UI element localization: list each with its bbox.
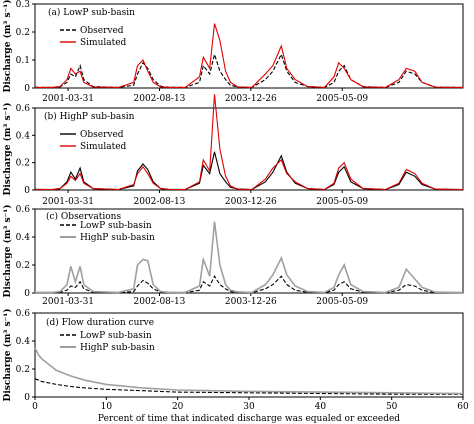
panel-title: (d) Flow duration curve	[46, 317, 154, 328]
y-tick-label: 0.2	[16, 159, 30, 169]
legend-label: Observed	[80, 130, 124, 140]
plot-frame	[34, 3, 464, 89]
y-axis-label: Discharge (m³ s⁻¹)	[2, 0, 13, 92]
x-tick-label: 2005-05-09	[316, 297, 368, 307]
series-line-0	[34, 52, 464, 88]
x-tick-label: 50	[386, 402, 398, 412]
panel-2: 0 0.2 0.4 0.6 2001-03-31 2002-08-13 2003-12-26…	[2, 205, 464, 307]
x-tick-label: 2002-08-13	[134, 297, 186, 307]
series-line-0	[34, 378, 463, 395]
y-tick-label: 0.4	[16, 131, 31, 141]
y-axis-label: Discharge (m³ s⁻¹)	[2, 103, 13, 196]
y-tick-label: 0.2	[16, 365, 30, 375]
legend-label: LowP sub-basin	[80, 221, 152, 231]
y-tick-label: 0.2	[16, 261, 30, 271]
legend-label: Observed	[80, 26, 124, 36]
y-tick-label: 0	[24, 186, 30, 196]
x-tick-label: 20	[172, 402, 184, 412]
plot-frame	[34, 107, 464, 191]
x-tick-label: 2003-12-26	[225, 94, 277, 104]
y-tick-label: 0.4	[16, 233, 31, 243]
legend-label: HighP sub-basin	[80, 343, 155, 353]
y-tick-label: 0	[24, 84, 30, 94]
series-line-0	[34, 151, 464, 191]
y-tick-label: 0.1	[16, 56, 30, 66]
x-tick-label: 60	[457, 402, 469, 412]
x-tick-label: 2005-05-09	[316, 94, 368, 104]
y-tick-label: 0.6	[16, 205, 31, 215]
series-line-1	[35, 94, 464, 191]
x-tick-label: 2001-03-31	[42, 94, 94, 104]
x-tick-label: 2001-03-31	[42, 297, 94, 307]
y-tick-label: 0.6	[16, 104, 31, 114]
x-tick-label: 2001-03-31	[42, 197, 94, 207]
panel-title: (a) LowP sub-basin	[48, 7, 135, 18]
panel-title: (b) HighP sub-basin	[44, 111, 135, 122]
y-tick-label: 0	[24, 289, 30, 299]
legend-label: HighP sub-basin	[80, 233, 155, 243]
panel-1: 0 0.2 0.4 0.6 2001-03-31 2002-08-13 2003-12-26…	[2, 94, 464, 207]
x-tick-label: 40	[315, 402, 327, 412]
x-tick-label: 2003-12-26	[225, 297, 277, 307]
y-tick-label: 0.4	[16, 337, 31, 347]
series-line-1	[34, 221, 464, 294]
x-tick-label: 2002-08-13	[134, 197, 186, 207]
x-tick-label: 10	[101, 402, 113, 412]
y-tick-label: 0.2	[16, 28, 30, 38]
panel-3: 0 0.2 0.4 0.6 0 10 20 30 40 50 60 (d) Flow duration…	[2, 309, 469, 424]
panel-title: (c) Observations	[46, 211, 121, 222]
x-tick-label: 2003-12-26	[225, 197, 277, 207]
x-tick-label: 0	[32, 402, 38, 412]
series-line-1	[34, 347, 464, 395]
series-line-1	[35, 23, 464, 88]
x-tick-label: 2002-08-13	[134, 94, 186, 104]
y-axis-label: Discharge (m³ s⁻¹)	[2, 205, 13, 298]
x-axis-label: Percent of time that indicated discharge…	[98, 414, 400, 424]
x-tick-label: 2005-05-09	[316, 197, 368, 207]
legend-label: LowP sub-basin	[80, 331, 152, 341]
panel-0: 0 0.1 0.2 0.3 2001-03-31 2002-08-13 2003-12-26…	[2, 0, 464, 104]
legend-label: Simulated	[80, 38, 127, 48]
y-tick-label: 0	[24, 393, 30, 403]
x-tick-label: 30	[243, 402, 255, 412]
legend-label: Simulated	[80, 142, 127, 152]
y-tick-label: 0.3	[16, 0, 31, 10]
series-line-0	[34, 275, 464, 294]
y-axis-label: Discharge (m³ s⁻¹)	[2, 309, 13, 402]
y-tick-label: 0.6	[16, 309, 31, 319]
